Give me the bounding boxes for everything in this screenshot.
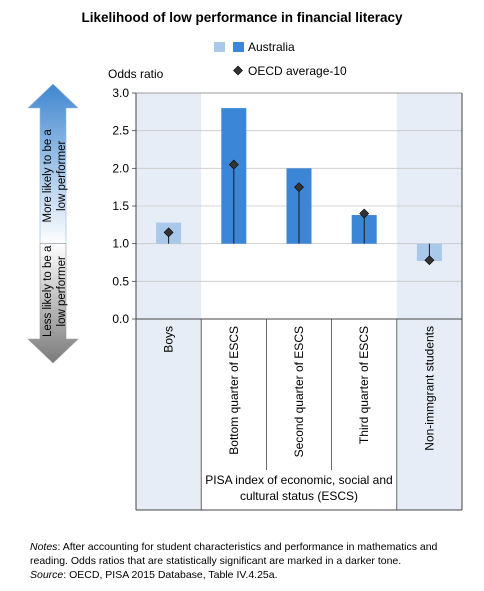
source-label: Source — [30, 569, 64, 581]
category-label: Non-immgrant students — [422, 326, 436, 451]
category-label: Bottom quarter of ESCS — [227, 326, 241, 455]
source-line: Source: OECD, PISA 2015 Database, Table … — [30, 568, 470, 582]
oecd-marker — [163, 227, 174, 238]
group-label-line2: cultural status (ESCS) — [240, 489, 358, 503]
legend-label-oecd: OECD average-10 — [248, 64, 347, 78]
legend-label-australia: Australia — [248, 40, 295, 54]
category-label: Second quarter of ESCS — [292, 326, 306, 457]
oecd-marker — [359, 208, 370, 219]
legend-swatch-dark — [233, 42, 244, 52]
source-text: : OECD, PISA 2015 Database, Table IV.4.2… — [63, 569, 278, 581]
notes-label: Notes — [30, 541, 58, 553]
y-tick-label: 0.5 — [112, 274, 129, 288]
notes-text: : After accounting for student character… — [30, 541, 438, 567]
oecd-marker — [228, 159, 239, 170]
y-tick-label: 1.5 — [112, 199, 129, 213]
legend-swatch-light — [214, 42, 225, 52]
y-tick-label: 2.0 — [112, 161, 129, 175]
category-label: Third quarter of ESCS — [357, 326, 371, 444]
arrow-down-less-likely — [27, 243, 79, 364]
notes-line: Notes: After accounting for student char… — [30, 540, 470, 568]
y-tick-label: 3.0 — [112, 86, 129, 100]
y-tick-label: 0.0 — [112, 312, 129, 326]
shaded-column — [396, 93, 462, 510]
arrow-down-label: Less likely to be a low performer — [42, 245, 68, 337]
group-label-line1: PISA index of economic, social and — [205, 473, 392, 487]
legend-marker-oecd — [233, 65, 243, 76]
shaded-column — [136, 93, 202, 510]
y-tick-label: 1.0 — [112, 237, 129, 251]
y-axis-title: Odds ratio — [108, 67, 164, 81]
category-label: Boys — [162, 326, 176, 353]
notes-block: Notes: After accounting for student char… — [30, 540, 470, 582]
oecd-marker — [424, 255, 435, 266]
oecd-marker — [294, 182, 304, 193]
chart-title: Likelihood of low performance in financi… — [81, 10, 403, 25]
arrow-up-label: More likely to be a low performer — [42, 129, 68, 223]
y-tick-label: 2.5 — [112, 124, 129, 138]
